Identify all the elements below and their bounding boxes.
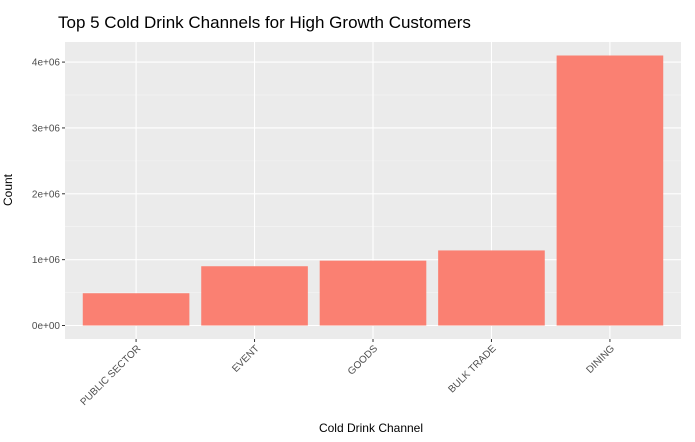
x-tick-label: BULK TRADE — [447, 343, 499, 395]
x-axis-title: Cold Drink Channel — [319, 421, 423, 435]
bar — [82, 293, 190, 326]
bar — [319, 260, 427, 326]
bar — [201, 266, 308, 326]
x-tick-label: GOODS — [346, 343, 380, 377]
x-tick-label: DINING — [585, 343, 618, 376]
x-tick-label: PUBLIC SECTOR — [79, 343, 144, 408]
y-tick-label: 4e+06 — [32, 58, 61, 69]
y-tick-label: 0e+00 — [32, 321, 61, 332]
y-axis-ticks: 0e+00 1e+06 2e+06 3e+06 4e+06 — [32, 58, 65, 332]
bar — [438, 250, 545, 326]
y-tick-label: 3e+06 — [32, 123, 61, 134]
y-tick-label: 1e+06 — [32, 255, 61, 266]
y-axis-title: Count — [1, 173, 15, 206]
x-axis-ticks: PUBLIC SECTOR EVENT GOODS BULK TRADE DINING — [79, 339, 618, 408]
x-tick-label: EVENT — [230, 343, 261, 374]
chart-title: Top 5 Cold Drink Channels for High Growt… — [58, 13, 471, 32]
bar — [556, 55, 664, 326]
bars — [82, 55, 664, 326]
y-tick-label: 2e+06 — [32, 189, 61, 200]
